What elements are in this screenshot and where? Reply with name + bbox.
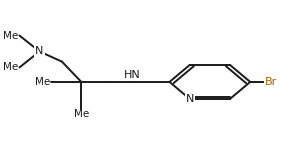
Text: N: N <box>185 94 194 104</box>
Text: N: N <box>35 47 44 56</box>
Text: HN: HN <box>124 70 140 80</box>
Text: Me: Me <box>3 31 18 40</box>
Text: Br: Br <box>265 77 277 87</box>
Text: Me: Me <box>74 109 89 119</box>
Text: Me: Me <box>35 77 50 87</box>
Text: Me: Me <box>3 62 18 72</box>
